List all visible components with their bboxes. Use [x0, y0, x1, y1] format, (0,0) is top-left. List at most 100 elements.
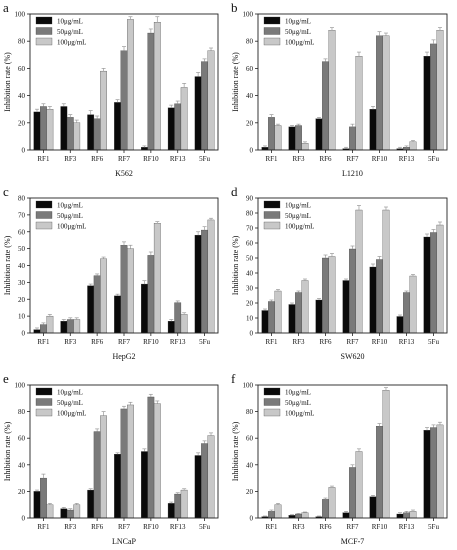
y-tick-label: 80: [246, 408, 254, 416]
x-tick-label: 5Fu: [428, 338, 439, 346]
bar: [61, 321, 67, 333]
y-tick-label: 10: [246, 315, 254, 323]
bar: [322, 62, 328, 150]
bar: [376, 36, 382, 150]
bar: [356, 56, 362, 150]
bar: [127, 405, 133, 518]
bar: [349, 249, 355, 333]
bar: [208, 220, 214, 333]
y-tick-label: 20: [246, 488, 254, 496]
bar: [100, 416, 106, 518]
legend-swatch: [36, 38, 52, 45]
legend-label: 10μg/mL: [285, 18, 311, 26]
y-tick-label: 20: [18, 296, 26, 304]
bar: [47, 505, 53, 518]
bar: [397, 514, 403, 518]
x-tick-label: RF1: [37, 155, 50, 163]
legend-swatch: [36, 17, 52, 24]
bar: [208, 436, 214, 518]
bar: [100, 259, 106, 333]
bar: [121, 245, 127, 333]
panel-label: a: [3, 0, 9, 15]
x-tick-label: RF7: [118, 155, 131, 163]
y-tick-label: 70: [246, 225, 254, 233]
x-tick-label: RF1: [265, 523, 278, 531]
legend-label: 100μg/mL: [57, 410, 86, 418]
x-tick-label: RF13: [170, 155, 186, 163]
x-tick-label: RF7: [346, 523, 359, 531]
bar: [201, 230, 207, 333]
x-tick-label: 5Fu: [428, 155, 439, 163]
legend-label: 100μg/mL: [285, 223, 314, 231]
bar: [208, 51, 214, 150]
bar: [295, 293, 301, 334]
panel-c: cInhibition rate (%)01020304050607080RF1…: [3, 184, 218, 361]
bar: [195, 77, 201, 150]
bar: [67, 320, 73, 334]
x-tick-label: 5Fu: [199, 338, 210, 346]
y-tick-label: 60: [18, 435, 26, 443]
bar: [437, 225, 443, 333]
bar: [61, 509, 67, 518]
legend-swatch: [36, 212, 52, 219]
legend-swatch: [36, 409, 52, 416]
bar: [148, 33, 154, 150]
bar: [322, 258, 328, 333]
bar: [47, 109, 53, 150]
legend-swatch: [264, 212, 280, 219]
panel-label: d: [231, 184, 238, 199]
bar: [74, 505, 80, 518]
cell-line-label: MCF-7: [341, 537, 365, 546]
bar: [47, 316, 53, 333]
bar: [195, 455, 201, 518]
y-tick-label: 50: [246, 255, 254, 263]
y-tick-label: 100: [243, 382, 254, 390]
y-tick-label: 60: [18, 65, 26, 73]
x-tick-label: RF10: [372, 155, 388, 163]
bar: [437, 425, 443, 518]
bar: [40, 106, 46, 150]
bar: [370, 267, 376, 333]
bar: [275, 505, 281, 518]
bar: [275, 291, 281, 333]
bar: [397, 317, 403, 334]
y-tick-label: 100: [15, 382, 26, 390]
bar: [289, 305, 295, 334]
y-axis-label: Inhibition rate (%): [231, 52, 240, 112]
panel-d: d Inhibition rate (%) 0 10 20 30 40 50 60 70 80 90 R…: [231, 184, 447, 361]
bar: [370, 497, 376, 518]
bar: [168, 108, 174, 150]
x-tick-label: RF1: [37, 523, 50, 531]
y-axis-label: Inhibition rate (%): [3, 52, 12, 112]
bar: [168, 321, 174, 333]
legend-swatch: [36, 399, 52, 406]
x-tick-label: RF3: [64, 523, 77, 531]
bar: [141, 452, 147, 519]
bar: [329, 487, 335, 518]
legend-swatch: [264, 38, 280, 45]
bar: [322, 499, 328, 518]
x-tick-label: RF1: [265, 155, 278, 163]
x-tick-label: RF3: [292, 155, 305, 163]
legend-label: 100μg/mL: [57, 39, 86, 47]
y-tick-label: 70: [18, 211, 26, 219]
bar: [174, 303, 180, 333]
bar: [94, 432, 100, 518]
bar: [114, 296, 120, 333]
bar: [403, 513, 409, 518]
y-tick-label: 40: [246, 461, 254, 469]
bar: [34, 330, 40, 333]
y-tick-label: 80: [246, 38, 254, 46]
cell-line-label: HepG2: [112, 352, 135, 361]
legend-swatch: [264, 201, 280, 208]
y-tick-label: 80: [246, 210, 254, 218]
bar: [302, 513, 308, 518]
y-tick-label: 0: [250, 330, 254, 338]
bar: [376, 426, 382, 518]
y-tick-label: 40: [246, 270, 254, 278]
bar: [87, 115, 93, 150]
x-tick-label: RF13: [399, 338, 415, 346]
bar: [349, 467, 355, 518]
y-tick-label: 100: [243, 11, 254, 19]
legend-swatch: [36, 222, 52, 229]
